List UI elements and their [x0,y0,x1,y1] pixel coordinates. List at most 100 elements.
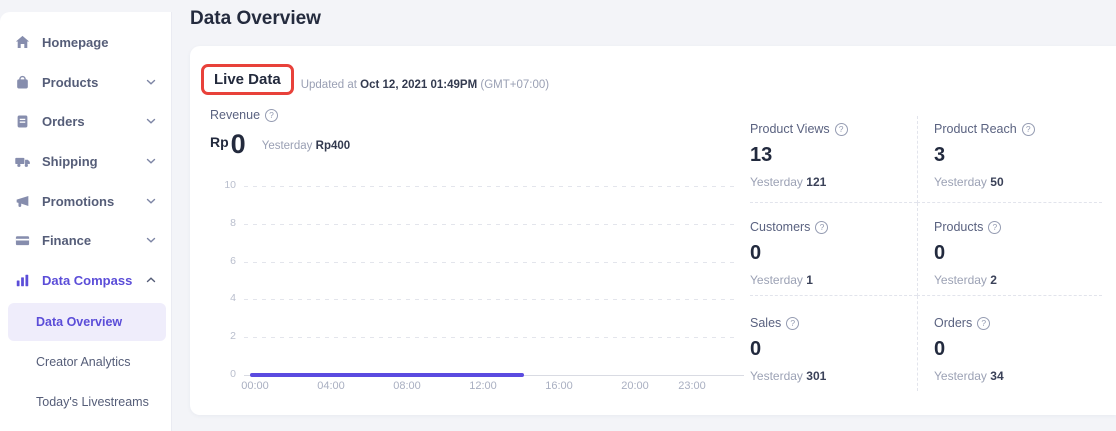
help-icon[interactable] [265,108,279,122]
yesterday-label: Yesterday [934,369,987,383]
stat-label: Product Reach [934,122,1017,136]
chevron-down-icon[interactable] [144,114,158,128]
megaphone-icon [14,193,31,210]
yesterday-value: 50 [990,175,1004,189]
updated-time: Oct 12, 2021 01:49PM [360,79,478,91]
chevron-down-icon[interactable] [144,75,158,89]
help-icon[interactable] [786,316,800,330]
gridline [244,186,738,187]
gridline [244,262,738,263]
stat-product-reach: Product Reach 3 Yesterday 50 [917,116,1102,203]
revenue-block: Revenue Rp 0 Yesterday Rp400 [210,108,350,158]
yesterday-label: Yesterday [750,369,803,383]
home-icon [14,34,31,51]
chevron-down-icon[interactable] [144,233,158,247]
page-title: Data Overview [190,8,321,29]
sidebar-item-shipping[interactable]: Shipping [0,141,172,181]
stat-yesterday: Yesterday 34 [934,369,1102,383]
help-icon[interactable] [834,122,848,136]
sidebar-item-label: Promotions [42,193,115,209]
stat-customers: Customers 0 Yesterday 1 [750,203,917,296]
chevron-up-icon[interactable] [144,273,158,287]
credit-card-icon [14,232,31,249]
sidebar-item-label: Finance [42,232,92,248]
help-icon[interactable] [1021,122,1035,136]
x-tick-label: 16:00 [545,380,573,392]
live-data-header: Live Data Updated at Oct 12, 2021 01:49P… [201,64,549,95]
stat-yesterday: Yesterday 50 [934,175,1102,189]
yesterday-label: Yesterday [261,140,313,152]
stat-value: 0 [750,242,762,264]
stat-product-views: Product Views 13 Yesterday 121 [750,116,917,203]
yesterday-label: Yesterday [934,175,987,189]
stat-value: 0 [750,338,762,360]
yesterday-label: Yesterday [934,273,987,287]
help-icon[interactable] [815,220,829,234]
help-icon[interactable] [988,220,1002,234]
stat-products: Products 0 Yesterday 2 [917,203,1102,296]
sidebar-item-label: Data Compass [42,272,133,288]
revenue-series-line [250,373,524,377]
y-tick-label: 0 [230,368,236,380]
sidebar-subitem-todays-livestreams[interactable]: Today's Livestreams [8,388,166,416]
x-tick-label: 20:00 [621,380,649,392]
truck-icon [14,153,31,170]
yesterday-value: 301 [806,369,827,383]
yesterday-value: 34 [990,369,1004,383]
sidebar-item-data-compass[interactable]: Data Compass [0,260,172,300]
y-tick-label: 2 [230,330,236,342]
subitem-label: Creator Analytics [36,355,131,369]
y-tick-label: 10 [224,179,236,191]
stat-orders: Orders 0 Yesterday 34 [917,296,1102,391]
stat-sales: Sales 0 Yesterday 301 [750,296,917,391]
revenue-currency: Rp [210,134,229,150]
sidebar: Homepage Products Orders Shipping [0,12,172,431]
stat-yesterday: Yesterday 121 [750,175,917,189]
revenue-label: Revenue [210,108,261,122]
gridline [244,224,738,225]
gridline [244,299,738,300]
revenue-yesterday: Yesterday Rp400 [262,140,350,152]
yesterday-label: Yesterday [750,175,803,189]
sidebar-item-label: Shipping [42,153,98,169]
stat-yesterday: Yesterday 1 [750,273,917,287]
stat-label: Sales [750,316,782,330]
sidebar-item-label: Orders [42,113,85,129]
stat-value: 13 [750,144,773,166]
updated-at-text: Updated at Oct 12, 2021 01:49PM (GMT+07:… [301,79,549,91]
stat-value: 0 [934,242,946,264]
stat-label: Customers [750,220,811,234]
sidebar-item-promotions[interactable]: Promotions [0,181,172,221]
y-tick-label: 8 [230,217,236,229]
x-tick-label: 12:00 [469,380,497,392]
subitem-label: Today's Livestreams [36,395,149,409]
yesterday-value: Rp400 [315,140,351,152]
sidebar-item-products[interactable]: Products [0,62,172,102]
sidebar-item-homepage[interactable]: Homepage [0,22,172,62]
live-data-title-annotated: Live Data [201,64,294,95]
chevron-down-icon[interactable] [144,154,158,168]
stat-label: Products [934,220,984,234]
help-icon[interactable] [977,316,991,330]
sidebar-item-label: Homepage [42,34,109,50]
bar-chart-icon [14,272,31,289]
chevron-down-icon[interactable] [144,194,158,208]
yesterday-value: 121 [806,175,827,189]
sidebar-subitem-data-overview[interactable]: Data Overview [8,303,166,341]
gridline [244,337,738,338]
live-stats-grid: Product Views 13 Yesterday 121 Product R… [750,116,1102,391]
updated-timezone: (GMT+07:00) [480,79,550,91]
orders-icon [14,113,31,130]
y-tick-label: 4 [230,292,236,304]
x-tick-label: 04:00 [317,380,345,392]
yesterday-label: Yesterday [750,273,803,287]
yesterday-value: 1 [806,273,813,287]
live-data-card: Live Data Updated at Oct 12, 2021 01:49P… [190,46,1116,415]
x-tick-label: 23:00 [678,380,706,392]
sidebar-subitem-creator-analytics[interactable]: Creator Analytics [8,348,166,376]
sidebar-item-orders[interactable]: Orders [0,101,172,141]
bag-icon [14,74,31,91]
subitem-label: Data Overview [36,315,123,329]
sidebar-item-finance[interactable]: Finance [0,220,172,260]
stat-yesterday: Yesterday 301 [750,369,917,383]
